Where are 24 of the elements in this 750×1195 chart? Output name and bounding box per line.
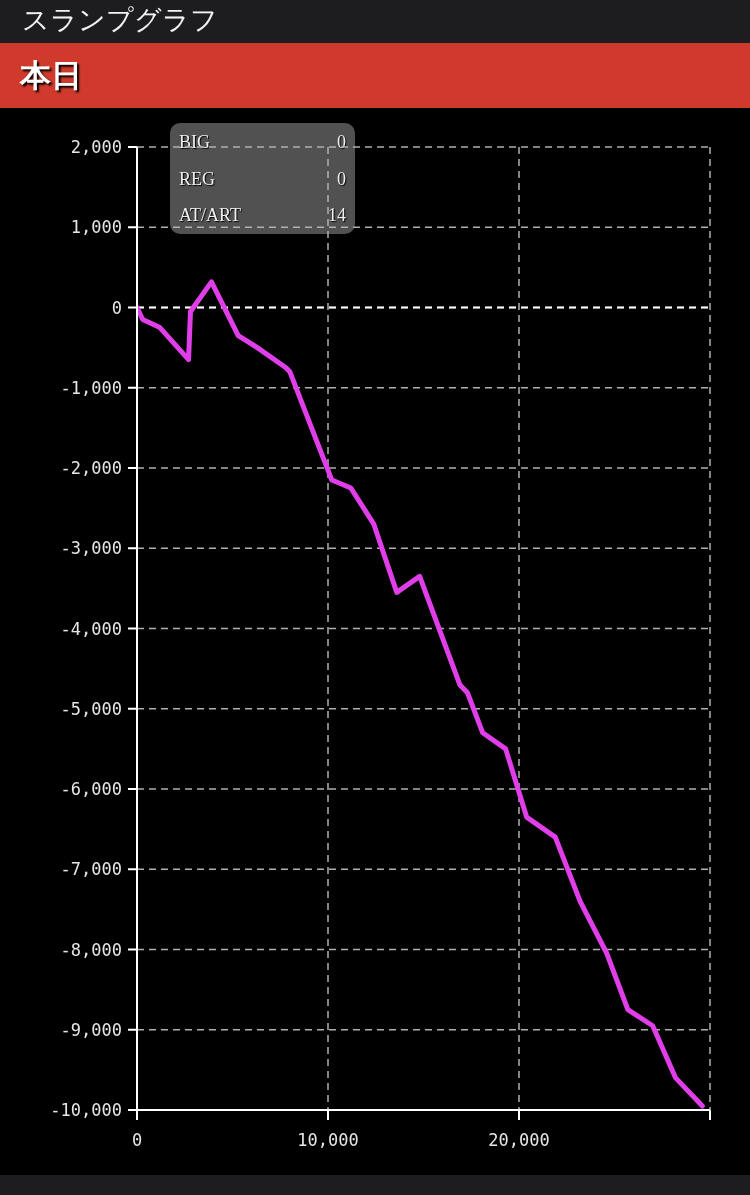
- y-tick-label: -10,000: [50, 1100, 122, 1121]
- annotation: AT/ART: [179, 204, 241, 227]
- y-tick-label: 2,000: [70, 137, 122, 158]
- y-tick-label: -8,000: [60, 939, 122, 960]
- annotation: BIG: [179, 131, 210, 154]
- x-tick-label: 20,000: [488, 1130, 550, 1151]
- y-tick-label: -2,000: [60, 458, 122, 479]
- y-tick-label: -4,000: [60, 618, 122, 639]
- y-tick-label: -7,000: [60, 859, 122, 880]
- y-tick-label: -5,000: [60, 698, 122, 719]
- y-tick-label: -6,000: [60, 779, 122, 800]
- y-tick-label: 1,000: [70, 217, 122, 238]
- annotation: 0: [337, 131, 346, 154]
- y-tick-label: 0: [111, 297, 122, 318]
- x-tick-label: 10,000: [297, 1130, 359, 1151]
- x-tick-label: 0: [131, 1130, 143, 1151]
- chart-subtitle: 本日: [20, 57, 82, 95]
- y-tick-label: -1,000: [60, 377, 122, 398]
- y-tick-label: -9,000: [60, 1019, 122, 1040]
- annotation: REG: [179, 167, 215, 191]
- y-tick-label: -3,000: [60, 538, 122, 559]
- annotation: 0: [337, 167, 346, 191]
- annotation: 14: [328, 204, 346, 227]
- chart-title: スランプグラフ: [22, 4, 218, 37]
